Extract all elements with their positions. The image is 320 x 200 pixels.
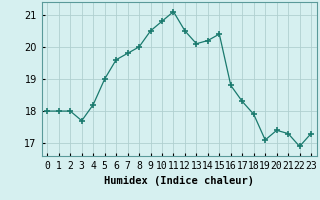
X-axis label: Humidex (Indice chaleur): Humidex (Indice chaleur) <box>104 176 254 186</box>
